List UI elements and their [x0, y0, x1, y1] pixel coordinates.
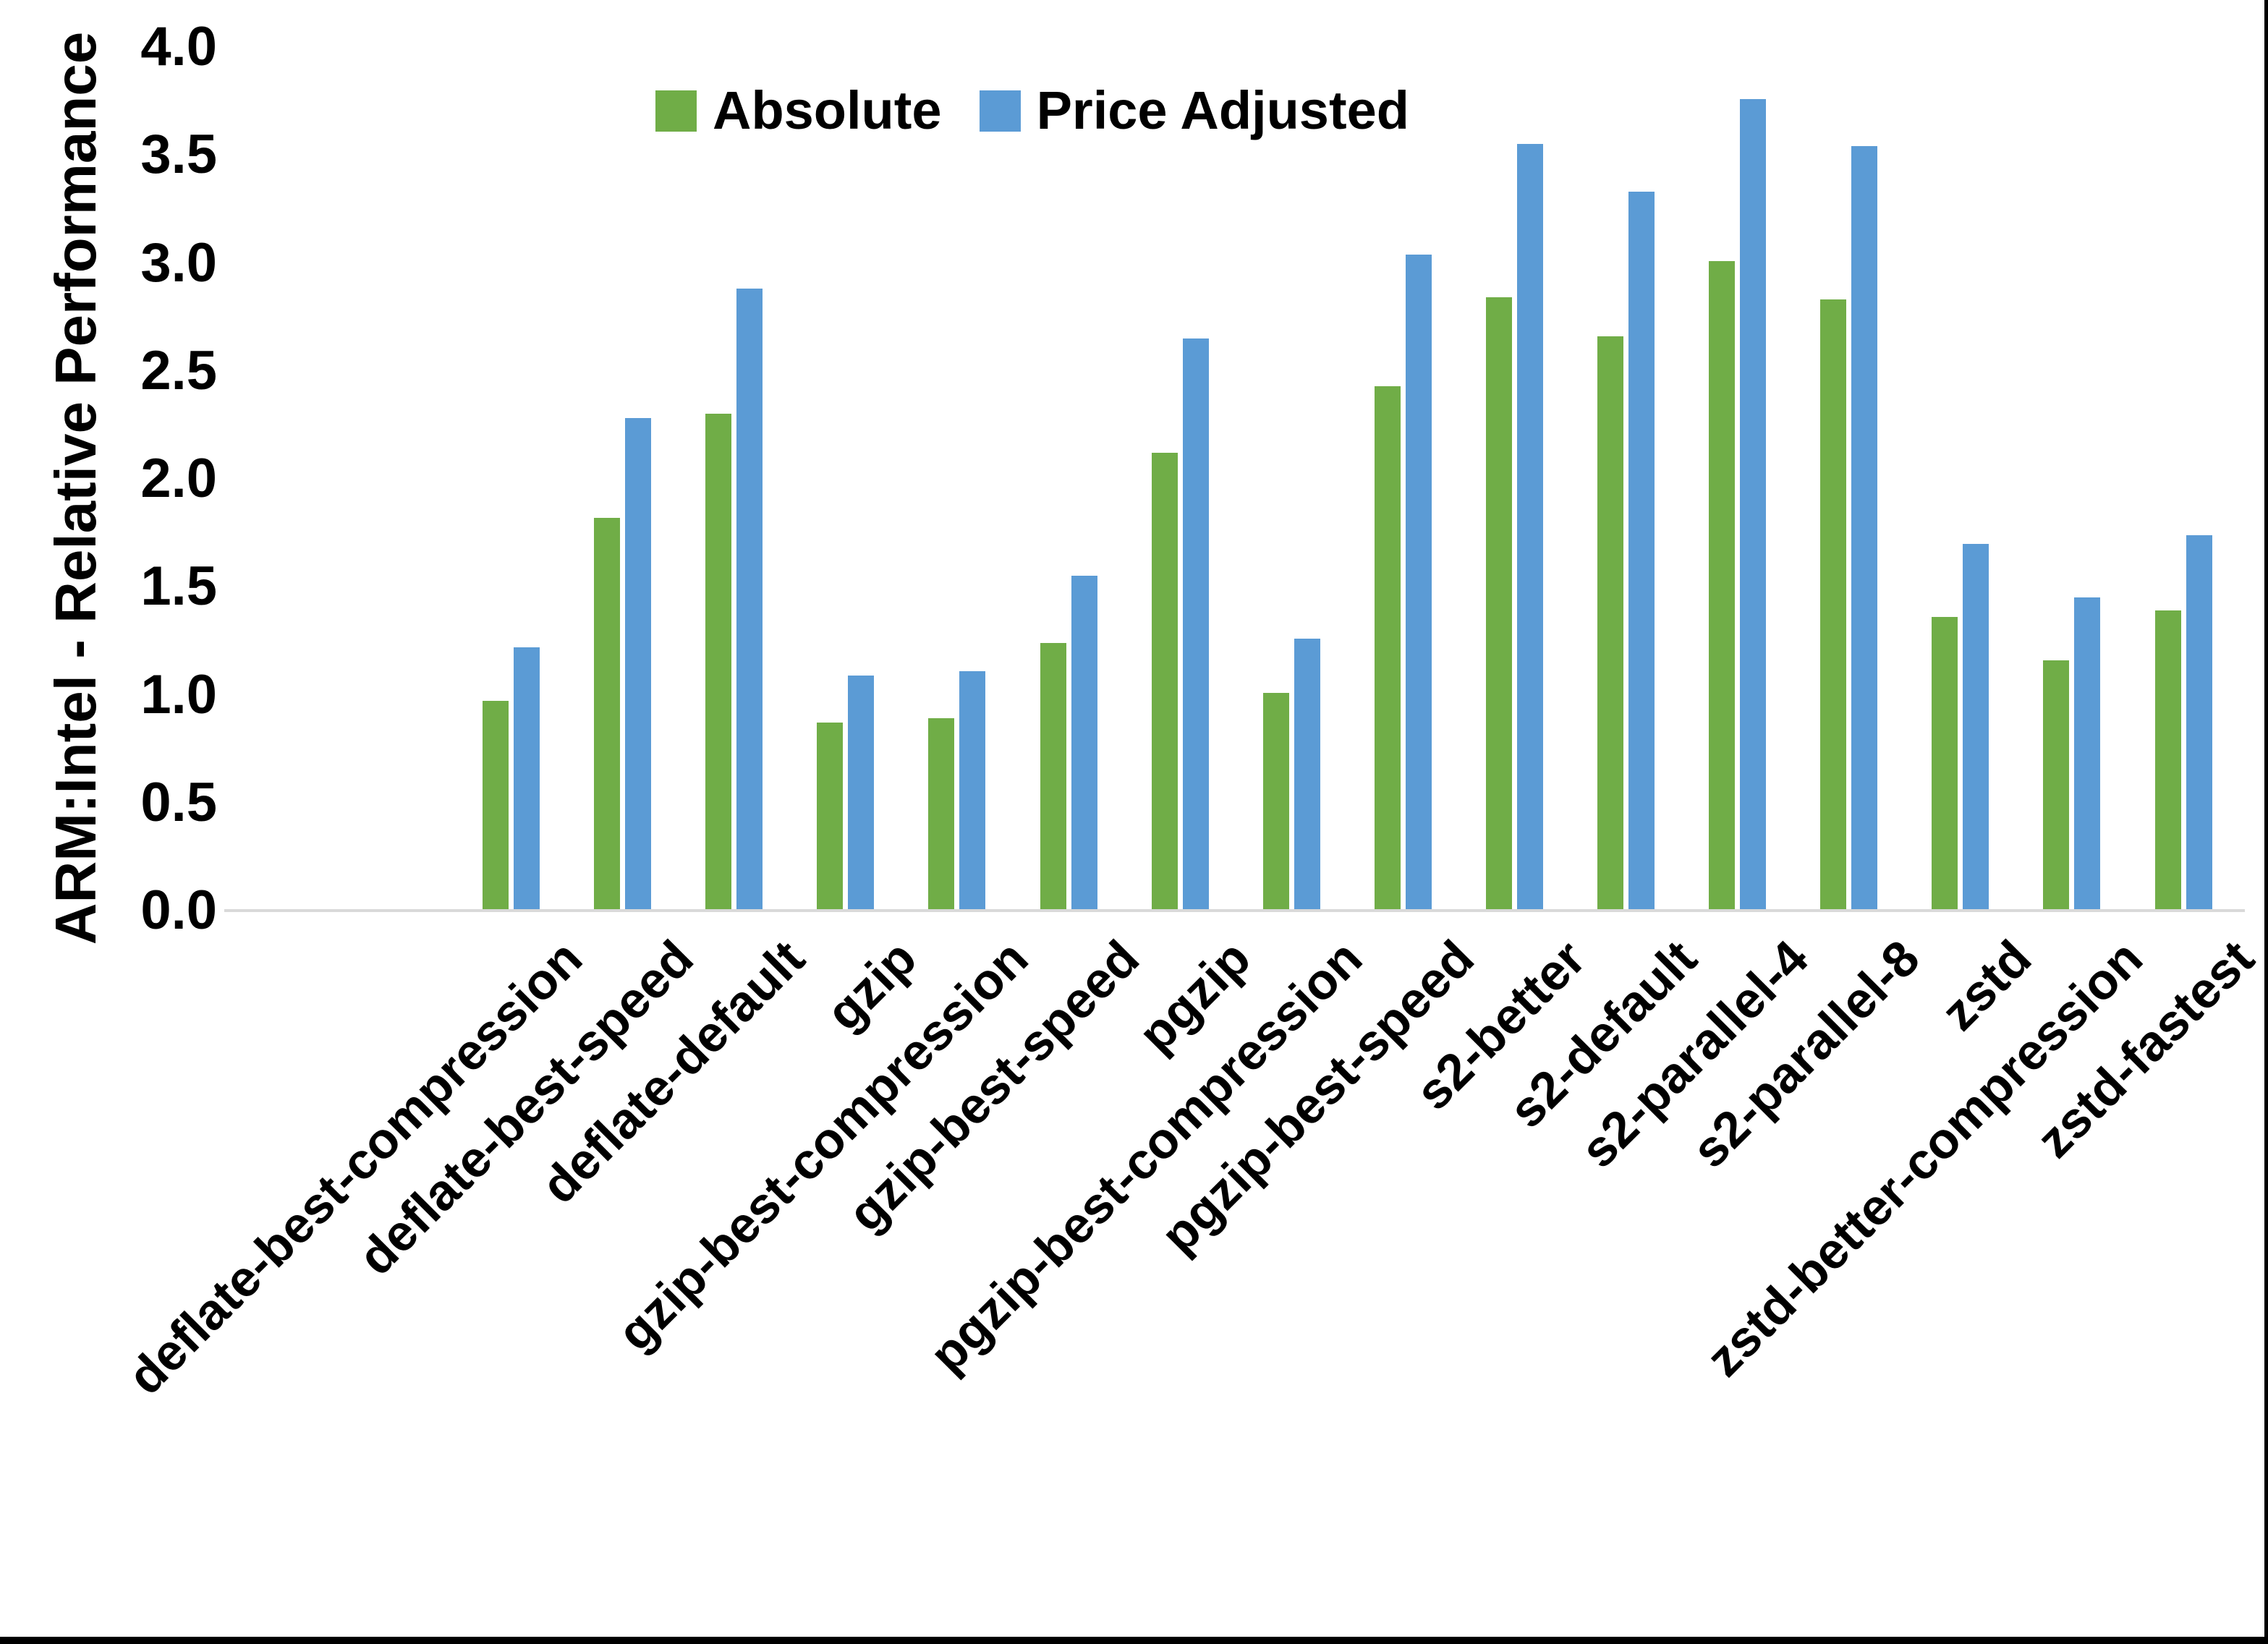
y-tick-label: 3.0 [140, 231, 217, 294]
screenshot-right-edge [2264, 0, 2268, 1644]
legend-label-absolute: Absolute [713, 80, 942, 140]
legend-item-price-adjusted: Price Adjusted [979, 80, 1409, 140]
y-tick-label: 3.5 [140, 124, 217, 186]
legend-swatch-price-adjusted-icon [979, 90, 1021, 132]
bar-price-adjusted [1071, 576, 1097, 911]
bar-price-adjusted [514, 647, 540, 911]
bar-absolute [483, 701, 509, 911]
legend-item-absolute: Absolute [655, 84, 942, 137]
x-category-label: deflate-best-compression [116, 929, 593, 1405]
bar-price-adjusted [625, 418, 652, 911]
bar-absolute [2043, 660, 2070, 911]
bar-absolute [705, 414, 732, 911]
bar-price-adjusted [1851, 146, 1878, 911]
legend: Absolute Price Adjusted [655, 84, 1409, 137]
bar-price-adjusted [1182, 338, 1209, 911]
bar-absolute [1262, 692, 1289, 911]
bar-price-adjusted [2186, 534, 2212, 911]
bar-absolute [1820, 299, 1847, 911]
bar-price-adjusted [1405, 254, 1432, 911]
bar-price-adjusted [2074, 597, 2101, 911]
bar-price-adjusted [1628, 191, 1655, 911]
bar-absolute [1040, 642, 1066, 911]
bar-absolute [1597, 336, 1623, 911]
x-axis-line [224, 909, 2245, 912]
y-tick-label: 1.0 [140, 663, 217, 725]
bar-absolute [1709, 260, 1736, 911]
y-tick-label: 0.5 [140, 771, 217, 833]
y-tick-label: 2.0 [140, 448, 217, 509]
screenshot-bottom-edge [0, 1637, 2268, 1644]
bar-absolute [1151, 453, 1178, 911]
legend-label-price-adjusted: Price Adjusted [1036, 80, 1409, 140]
bar-absolute [1485, 297, 1512, 911]
bar-price-adjusted [959, 670, 986, 911]
bar-absolute [1932, 617, 1958, 911]
y-tick-label: 4.0 [140, 16, 217, 77]
bar-absolute [1374, 386, 1401, 911]
bar-price-adjusted [1740, 98, 1767, 911]
bar-price-adjusted [1516, 144, 1543, 911]
y-tick-label: 1.5 [140, 555, 217, 618]
bar-price-adjusted [736, 289, 763, 911]
y-tick-label: 0.0 [140, 880, 217, 941]
legend-swatch-absolute-icon [655, 90, 697, 132]
bar-price-adjusted [1294, 638, 1320, 911]
bar-price-adjusted [1963, 543, 1989, 911]
bar-price-adjusted [848, 675, 875, 911]
bar-absolute [817, 723, 844, 911]
bar-absolute [594, 517, 621, 911]
bar-absolute [928, 718, 955, 911]
bar-absolute [2154, 610, 2181, 911]
y-tick-label: 2.5 [140, 339, 217, 401]
